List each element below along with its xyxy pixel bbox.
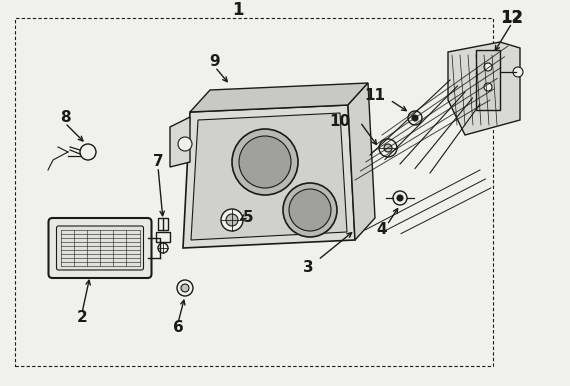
Text: 8: 8	[60, 110, 70, 125]
FancyBboxPatch shape	[48, 218, 152, 278]
Polygon shape	[183, 105, 355, 248]
Text: 2: 2	[76, 310, 87, 325]
Circle shape	[178, 137, 192, 151]
Circle shape	[484, 83, 492, 91]
Text: 5: 5	[243, 210, 253, 225]
Circle shape	[177, 280, 193, 296]
Circle shape	[397, 195, 403, 201]
Polygon shape	[170, 117, 190, 167]
Circle shape	[80, 144, 96, 160]
Text: 7: 7	[153, 154, 164, 169]
Circle shape	[513, 67, 523, 77]
Circle shape	[158, 243, 168, 253]
Polygon shape	[348, 83, 375, 240]
Circle shape	[379, 139, 397, 157]
Polygon shape	[190, 83, 368, 112]
Circle shape	[412, 115, 418, 121]
Circle shape	[232, 129, 298, 195]
Text: 9: 9	[210, 54, 221, 69]
Text: 12: 12	[500, 9, 524, 27]
Circle shape	[221, 209, 243, 231]
Circle shape	[283, 183, 337, 237]
Circle shape	[181, 284, 189, 292]
Text: 12: 12	[502, 10, 523, 25]
Circle shape	[393, 191, 407, 205]
Bar	[476, 50, 500, 110]
Circle shape	[384, 144, 392, 152]
Text: 6: 6	[173, 320, 184, 335]
Circle shape	[239, 136, 291, 188]
Polygon shape	[191, 113, 347, 240]
Circle shape	[226, 214, 238, 226]
Polygon shape	[448, 42, 520, 135]
Text: 10: 10	[329, 115, 351, 129]
Bar	[158, 218, 168, 230]
Circle shape	[289, 189, 331, 231]
Text: 3: 3	[303, 261, 314, 276]
Circle shape	[484, 63, 492, 71]
Text: 11: 11	[364, 88, 385, 103]
FancyBboxPatch shape	[56, 226, 144, 270]
Circle shape	[408, 111, 422, 125]
Bar	[15, 18, 493, 366]
Text: 1: 1	[232, 1, 244, 19]
Bar	[156, 232, 170, 242]
Text: 4: 4	[377, 222, 387, 237]
